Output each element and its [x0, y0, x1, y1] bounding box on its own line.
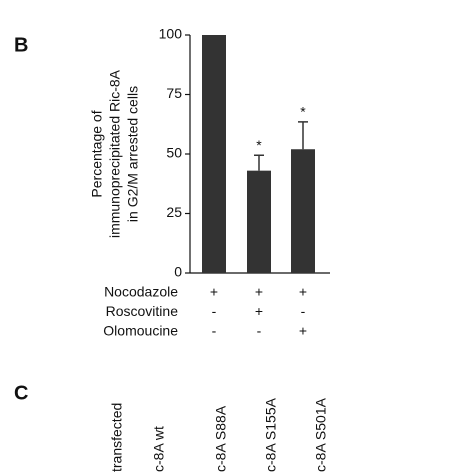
lane-label: transfected — [109, 403, 125, 472]
y-axis-label: Percentage of — [89, 110, 105, 197]
significance-mark: * — [300, 104, 306, 120]
bar — [247, 170, 271, 273]
lane-label: c-8A S88A — [213, 405, 229, 472]
panel-label: C — [14, 382, 28, 404]
lane-label: c-8A wt — [151, 426, 167, 472]
significance-mark: * — [256, 137, 262, 153]
treatment-sign: + — [299, 284, 307, 300]
panel-label: B — [14, 34, 28, 56]
y-tick-label: 100 — [159, 26, 183, 42]
treatment-name: Roscovitine — [106, 303, 179, 319]
lane-label: c-8A S501A — [313, 397, 329, 472]
error-bar — [298, 121, 308, 150]
error-bar — [254, 154, 264, 171]
y-tick-label: 25 — [166, 204, 182, 220]
y-tick-label: 50 — [166, 145, 182, 161]
treatment-name: Olomoucine — [103, 323, 178, 339]
bar — [202, 35, 226, 273]
lane-label: c-8A S155A — [263, 397, 279, 472]
treatment-sign: + — [210, 284, 218, 300]
y-axis-label: immunoprecipitated Ric-8A — [107, 69, 123, 238]
bar — [291, 149, 315, 273]
treatment-sign: + — [255, 284, 263, 300]
y-tick-label: 75 — [166, 85, 182, 101]
treatment-sign: + — [255, 303, 263, 319]
y-axis-label: in G2/M arrested cells — [125, 86, 141, 222]
y-tick-label: 0 — [174, 264, 182, 280]
treatment-sign: - — [212, 323, 217, 339]
treatment-sign: + — [299, 323, 307, 339]
treatment-sign: - — [301, 303, 306, 319]
treatment-name: Nocodazole — [104, 284, 178, 300]
treatment-sign: - — [257, 323, 262, 339]
treatment-sign: - — [212, 303, 217, 319]
